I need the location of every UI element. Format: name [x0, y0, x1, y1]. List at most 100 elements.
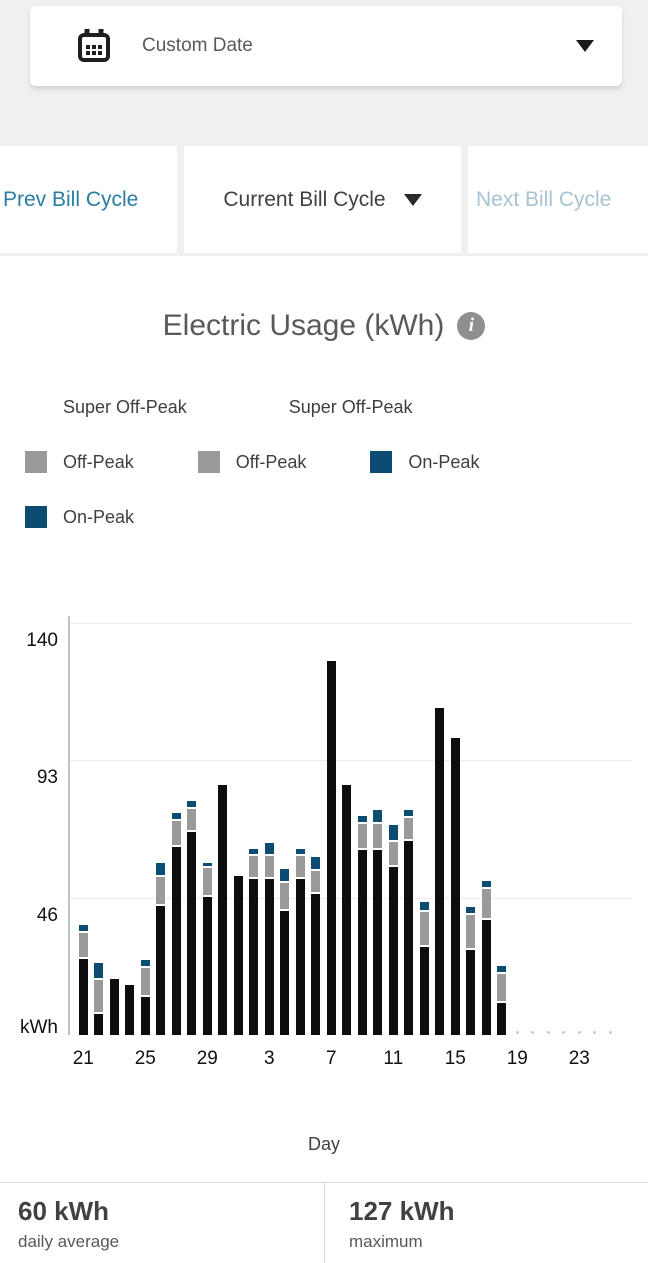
bar-segment-off-peak	[388, 841, 398, 866]
bar-segment-on-peak	[404, 810, 414, 817]
bar-segment-on-peak	[311, 857, 321, 870]
bar-segment-super-off-peak	[109, 979, 119, 1035]
bar-segment-super-off-peak	[218, 784, 228, 1035]
x-tick-label: 23	[568, 1048, 590, 1069]
bar-day-7[interactable]	[326, 661, 336, 1035]
page-title: Electric Usage (kWh)	[162, 309, 445, 342]
bar-day-9[interactable]	[357, 816, 367, 1035]
x-axis-title: Day	[307, 1134, 340, 1154]
daily-average-value: 60 kWh	[18, 1196, 110, 1226]
legend-item-off-peak[interactable]: Off-Peak	[197, 451, 306, 473]
bar-segment-on-peak	[187, 801, 197, 808]
bar-segment-super-off-peak	[249, 879, 259, 1035]
bar-day-18[interactable]	[497, 966, 507, 1035]
calendar-icon	[76, 28, 112, 64]
legend-swatch	[370, 451, 393, 473]
bar-day-30[interactable]	[218, 784, 228, 1035]
bar-day-21[interactable]	[78, 925, 88, 1035]
placeholder-dot-day-23	[577, 1031, 581, 1034]
bar-segment-off-peak	[497, 974, 507, 1001]
bar-segment-super-off-peak	[78, 958, 88, 1035]
bar-day-17[interactable]	[481, 880, 491, 1035]
bar-segment-off-peak	[249, 856, 259, 877]
info-icon[interactable]: i	[457, 312, 486, 340]
bar-day-28[interactable]	[187, 801, 197, 1035]
maximum-label: maximum	[349, 1232, 423, 1251]
bar-day-26[interactable]	[156, 863, 166, 1035]
legend-item-on-peak[interactable]: On-Peak	[370, 451, 479, 473]
date-selector-label: Custom Date	[142, 35, 253, 56]
legend-label: Off-Peak	[63, 451, 134, 472]
legend-item-super-off-peak[interactable]: Super Off-Peak	[250, 396, 413, 418]
bar-segment-on-peak	[295, 848, 305, 855]
bar-day-23[interactable]	[109, 979, 119, 1035]
bar-day-29[interactable]	[202, 863, 212, 1035]
bar-segment-super-off-peak	[497, 1002, 507, 1035]
bar-day-12[interactable]	[404, 810, 414, 1035]
bar-segment-off-peak	[357, 824, 367, 848]
bar-segment-super-off-peak	[264, 879, 274, 1035]
bill-cycle-nav: Prev Bill Cycle Current Bill Cycle Next …	[0, 146, 648, 253]
bar-day-6[interactable]	[311, 857, 321, 1035]
legend-swatch	[197, 451, 220, 473]
bar-day-16[interactable]	[466, 907, 476, 1035]
bar-segment-on-peak	[280, 869, 290, 881]
bar-segment-on-peak	[78, 925, 88, 931]
bar-segment-off-peak	[295, 856, 305, 877]
legend-swatch	[25, 396, 47, 418]
y-axis-line	[68, 616, 70, 1035]
bar-segment-super-off-peak	[202, 896, 212, 1035]
bar-segment-off-peak	[78, 933, 88, 957]
bar-segment-off-peak	[94, 980, 104, 1013]
bar-segment-super-off-peak	[94, 1014, 104, 1035]
bar-day-15[interactable]	[450, 737, 460, 1035]
bar-day-24[interactable]	[125, 985, 135, 1035]
bar-segment-super-off-peak	[373, 849, 383, 1035]
placeholder-dot-day-20	[531, 1031, 535, 1034]
bar-day-27[interactable]	[171, 813, 181, 1035]
bar-segment-super-off-peak	[233, 876, 243, 1035]
usage-section: Electric Usage (kWh) i Super Off-Peak Sup…	[0, 256, 648, 1263]
bar-day-10[interactable]	[373, 810, 383, 1035]
bar-day-1[interactable]	[233, 876, 243, 1035]
bar-day-14[interactable]	[435, 708, 445, 1035]
gridline	[69, 760, 632, 762]
bar-day-25[interactable]	[140, 960, 150, 1035]
placeholder-dot-day-24	[593, 1031, 597, 1034]
placeholder-dot-day-21	[546, 1031, 550, 1034]
legend-swatch	[250, 396, 273, 418]
legend-label: Super Off-Peak	[288, 396, 413, 417]
bar-segment-on-peak	[264, 842, 274, 855]
bar-day-22[interactable]	[94, 963, 104, 1035]
bar-segment-super-off-peak	[156, 905, 166, 1035]
bar-segment-on-peak	[466, 907, 476, 914]
placeholder-dot-day-19	[515, 1031, 519, 1034]
bar-day-11[interactable]	[388, 825, 398, 1035]
bar-segment-super-off-peak	[466, 949, 476, 1035]
date-range-selector[interactable]: Custom Date	[30, 6, 622, 86]
current-bill-cycle-dropdown[interactable]: Current Bill Cycle	[184, 146, 461, 253]
prev-bill-cycle-button[interactable]: Prev Bill Cycle	[0, 146, 177, 253]
bar-day-13[interactable]	[419, 901, 429, 1035]
legend-item-on-peak[interactable]: On-Peak	[25, 506, 134, 528]
legend-item-super-off-peak[interactable]: Super Off-Peak	[25, 396, 187, 418]
legend-item-off-peak[interactable]: Off-Peak	[25, 451, 134, 473]
bar-segment-on-peak	[481, 880, 491, 887]
bar-segment-super-off-peak	[388, 867, 398, 1035]
daily-average-label: daily average	[18, 1232, 120, 1251]
bar-day-2[interactable]	[249, 848, 259, 1035]
x-tick-label: 7	[326, 1048, 337, 1069]
bar-day-5[interactable]	[295, 848, 305, 1035]
x-tick-label: 25	[134, 1048, 156, 1069]
x-tick-label: 29	[196, 1048, 218, 1069]
next-bill-cycle-button[interactable]: Next Bill Cycle	[468, 146, 648, 253]
bar-segment-super-off-peak	[311, 893, 321, 1035]
top-band: Custom Date	[0, 0, 648, 146]
bar-day-3[interactable]	[264, 842, 274, 1035]
bar-day-8[interactable]	[342, 784, 352, 1035]
caret-down-icon	[576, 40, 594, 52]
y-axis-unit-label: kWh	[20, 1017, 58, 1038]
bar-segment-off-peak	[311, 871, 321, 892]
bar-day-4[interactable]	[280, 869, 290, 1035]
bar-segment-on-peak	[202, 863, 212, 867]
